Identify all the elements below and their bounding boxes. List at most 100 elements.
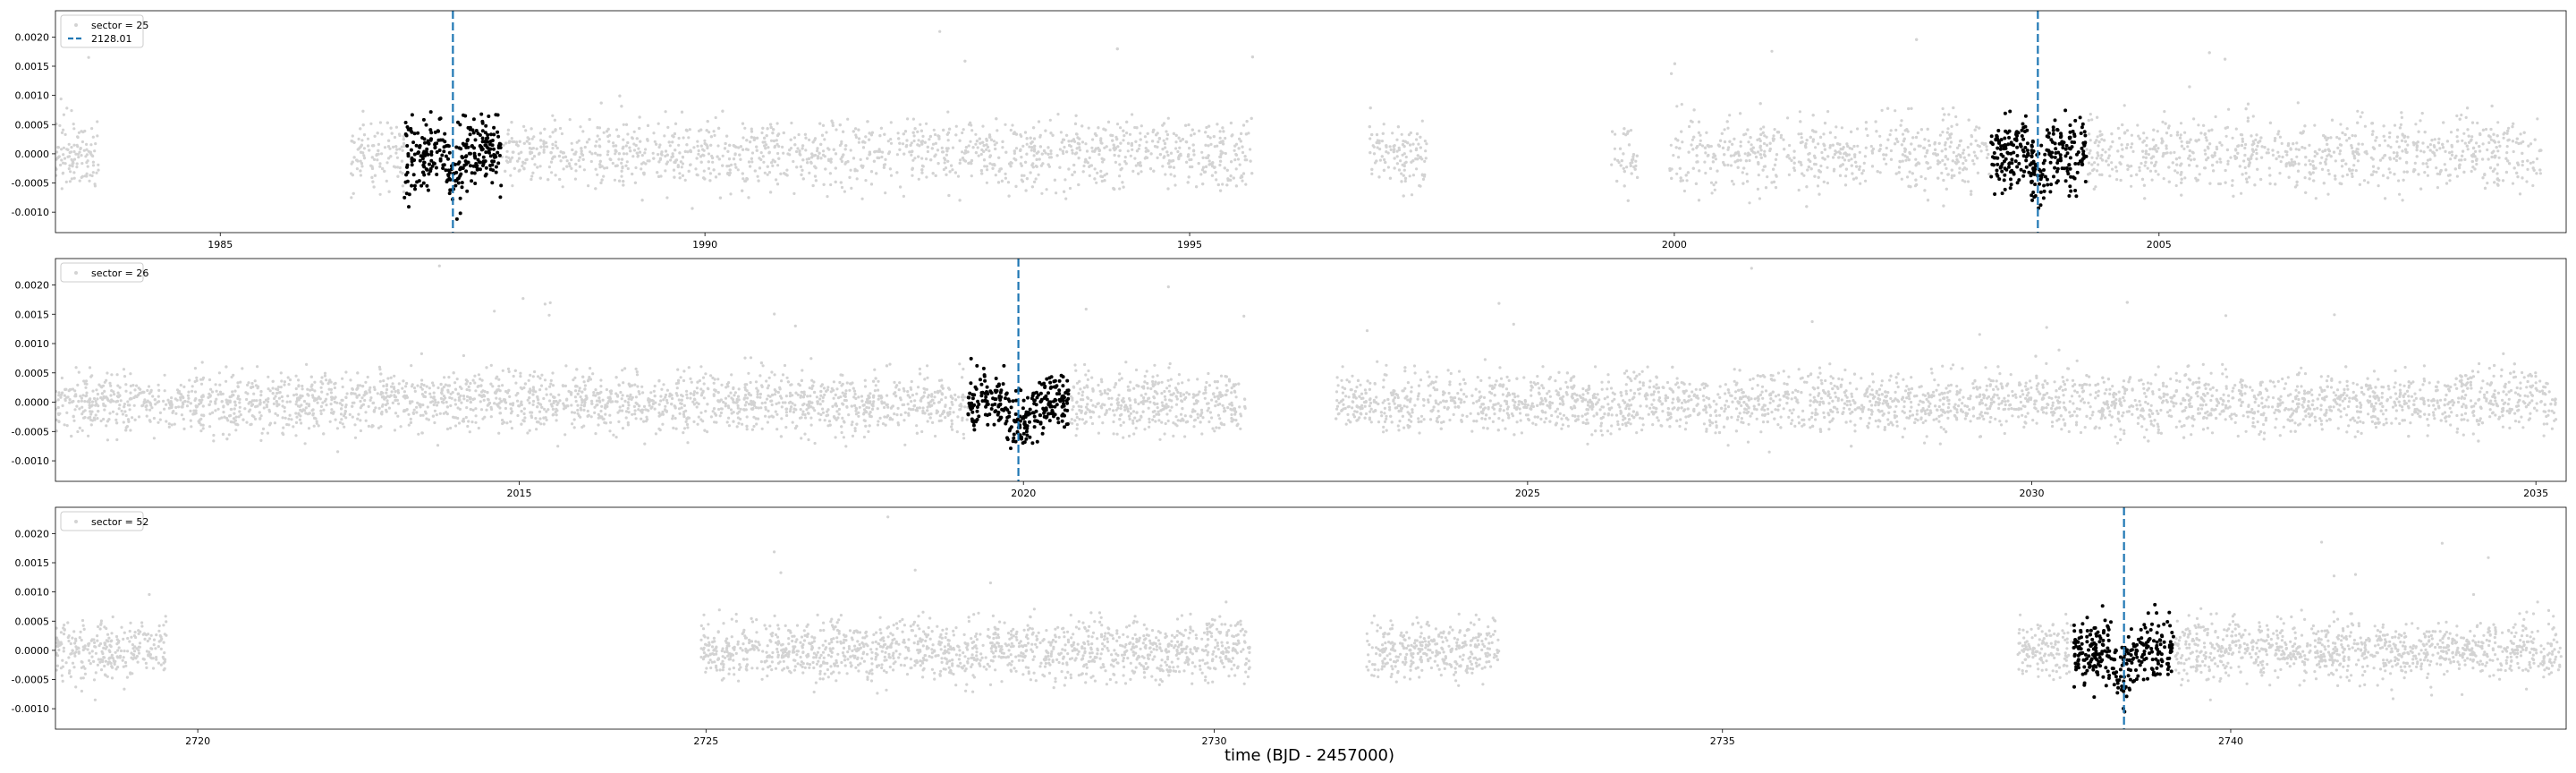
data-point [536, 166, 539, 169]
data-point [1179, 152, 1182, 156]
data-point [1725, 120, 1729, 123]
data-point [1221, 183, 1224, 186]
data-point [1743, 152, 1747, 156]
data-point [1972, 150, 1976, 154]
data-point [75, 143, 79, 147]
data-point [59, 163, 63, 167]
data-point [401, 149, 404, 152]
data-point [2103, 139, 2106, 142]
data-point [1118, 187, 1122, 191]
data-point [1903, 149, 1907, 153]
data-point [2096, 135, 2099, 139]
plot-area [55, 11, 2543, 233]
data-point [2160, 141, 2164, 145]
data-point [1996, 129, 2001, 132]
data-point [708, 131, 711, 134]
data-point [90, 127, 94, 131]
data-point [1768, 141, 1772, 145]
data-point [1065, 150, 1069, 154]
data-point [2243, 166, 2247, 169]
data-point [1627, 130, 1631, 133]
data-point [395, 148, 399, 151]
data-point [424, 123, 428, 127]
data-point [721, 164, 724, 167]
data-point [2365, 149, 2368, 153]
data-point [359, 145, 362, 149]
data-point [2178, 156, 2182, 159]
data-point [376, 158, 379, 162]
data-point [1222, 142, 1225, 146]
data-point [1950, 174, 1953, 177]
data-point [1166, 187, 1170, 191]
data-point [2091, 168, 2095, 173]
data-point [585, 140, 589, 144]
data-point [1074, 132, 1079, 136]
data-point [1831, 143, 1835, 147]
data-point [745, 148, 749, 151]
data-point [1723, 140, 1727, 144]
data-point [823, 155, 826, 158]
data-point [2218, 140, 2222, 145]
data-point [948, 127, 952, 131]
data-point [407, 205, 411, 209]
data-point [1816, 184, 1820, 188]
data-point [1902, 140, 1905, 143]
data-point [946, 147, 950, 150]
data-point [2033, 183, 2038, 187]
data-point [547, 178, 550, 182]
data-point [496, 130, 500, 134]
data-point [1759, 132, 1763, 136]
data-point [1800, 163, 1803, 166]
data-point [551, 114, 555, 117]
data-point [2278, 135, 2282, 139]
data-point [2438, 147, 2442, 150]
data-point [887, 150, 892, 154]
data-point [2008, 186, 2012, 191]
data-point [400, 159, 404, 163]
data-point [926, 145, 929, 149]
data-point [2218, 157, 2222, 161]
data-point [2153, 164, 2157, 167]
data-point [1626, 199, 1630, 202]
data-point [414, 143, 419, 148]
data-point [625, 152, 629, 156]
data-point [2281, 155, 2284, 159]
data-point [1072, 138, 1076, 141]
data-point [1118, 174, 1122, 178]
data-point [869, 133, 874, 137]
data-point [2241, 137, 2244, 140]
data-point [2203, 132, 2207, 136]
data-point [2090, 163, 2094, 166]
data-point [549, 160, 554, 164]
data-point [362, 133, 367, 137]
data-point [918, 144, 921, 148]
data-point [2121, 148, 2124, 151]
data-point [89, 153, 93, 157]
data-point [410, 156, 414, 160]
data-point [1943, 113, 1946, 116]
data-point [528, 141, 531, 146]
data-point [2473, 155, 2477, 158]
data-point [1941, 118, 1945, 122]
data-point [1762, 153, 1766, 157]
data-point [2260, 156, 2264, 159]
data-point [1928, 166, 1932, 169]
data-point [1788, 143, 1792, 148]
data-point [1114, 147, 1117, 150]
data-point [913, 157, 917, 160]
data-point [1423, 173, 1427, 176]
data-point [2145, 136, 2148, 140]
data-point [2511, 140, 2514, 143]
data-point [471, 131, 476, 135]
data-point [565, 159, 569, 163]
data-point [1151, 140, 1155, 143]
data-point [946, 131, 951, 134]
data-point [941, 150, 945, 154]
data-point [1710, 191, 1714, 195]
data-point [1839, 148, 1843, 151]
data-point [792, 136, 797, 140]
data-point [1004, 123, 1007, 126]
data-point [465, 189, 470, 193]
data-point [2296, 101, 2300, 105]
data-point [2351, 149, 2355, 154]
